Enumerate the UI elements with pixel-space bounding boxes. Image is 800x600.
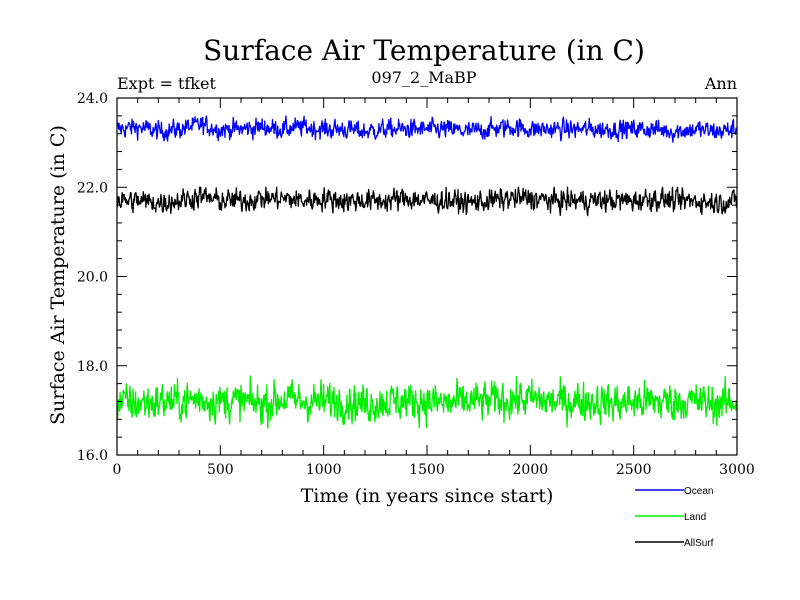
- x-tick-label: 2500: [616, 462, 652, 478]
- y-tick-label: 18.0: [77, 359, 108, 375]
- y-axis-label: Surface Air Temperature (in C): [47, 125, 69, 425]
- y-tick-label: 22.0: [77, 180, 108, 196]
- series-line-land: [116, 375, 738, 429]
- y-tick-label: 20.0: [77, 270, 108, 286]
- x-tick-label: 3000: [719, 462, 755, 478]
- chart-title: Surface Air Temperature (in C): [203, 34, 645, 67]
- x-tick-label: 1000: [306, 462, 342, 478]
- axes: [116, 97, 738, 456]
- legend-label-land: Land: [684, 512, 706, 523]
- tick-labels: 0 500 1000 1500 2000 2500 3000 16.0 18.0 20.0 22.0…: [77, 91, 755, 478]
- x-tick-label: 2000: [513, 462, 549, 478]
- season-label: Ann: [704, 74, 737, 93]
- y-tick-label: 24.0: [77, 91, 108, 107]
- series-layer: [116, 115, 738, 429]
- x-tick-label: 1500: [409, 462, 445, 478]
- x-tick-label: 0: [113, 462, 122, 478]
- legend-label-allsurf: AllSurf: [684, 538, 714, 549]
- chart-subtitle: 097_2_MaBP: [371, 68, 476, 87]
- x-axis-label: Time (in years since start): [301, 485, 554, 507]
- legend: Ocean Land AllSurf: [635, 486, 714, 549]
- legend-label-ocean: Ocean: [684, 486, 713, 497]
- expt-label: Expt = tfket: [117, 74, 216, 93]
- x-tick-label: 500: [207, 462, 234, 478]
- series-line-ocean: [116, 115, 738, 143]
- series-line-allsurf: [116, 186, 738, 217]
- y-tick-label: 16.0: [77, 448, 108, 464]
